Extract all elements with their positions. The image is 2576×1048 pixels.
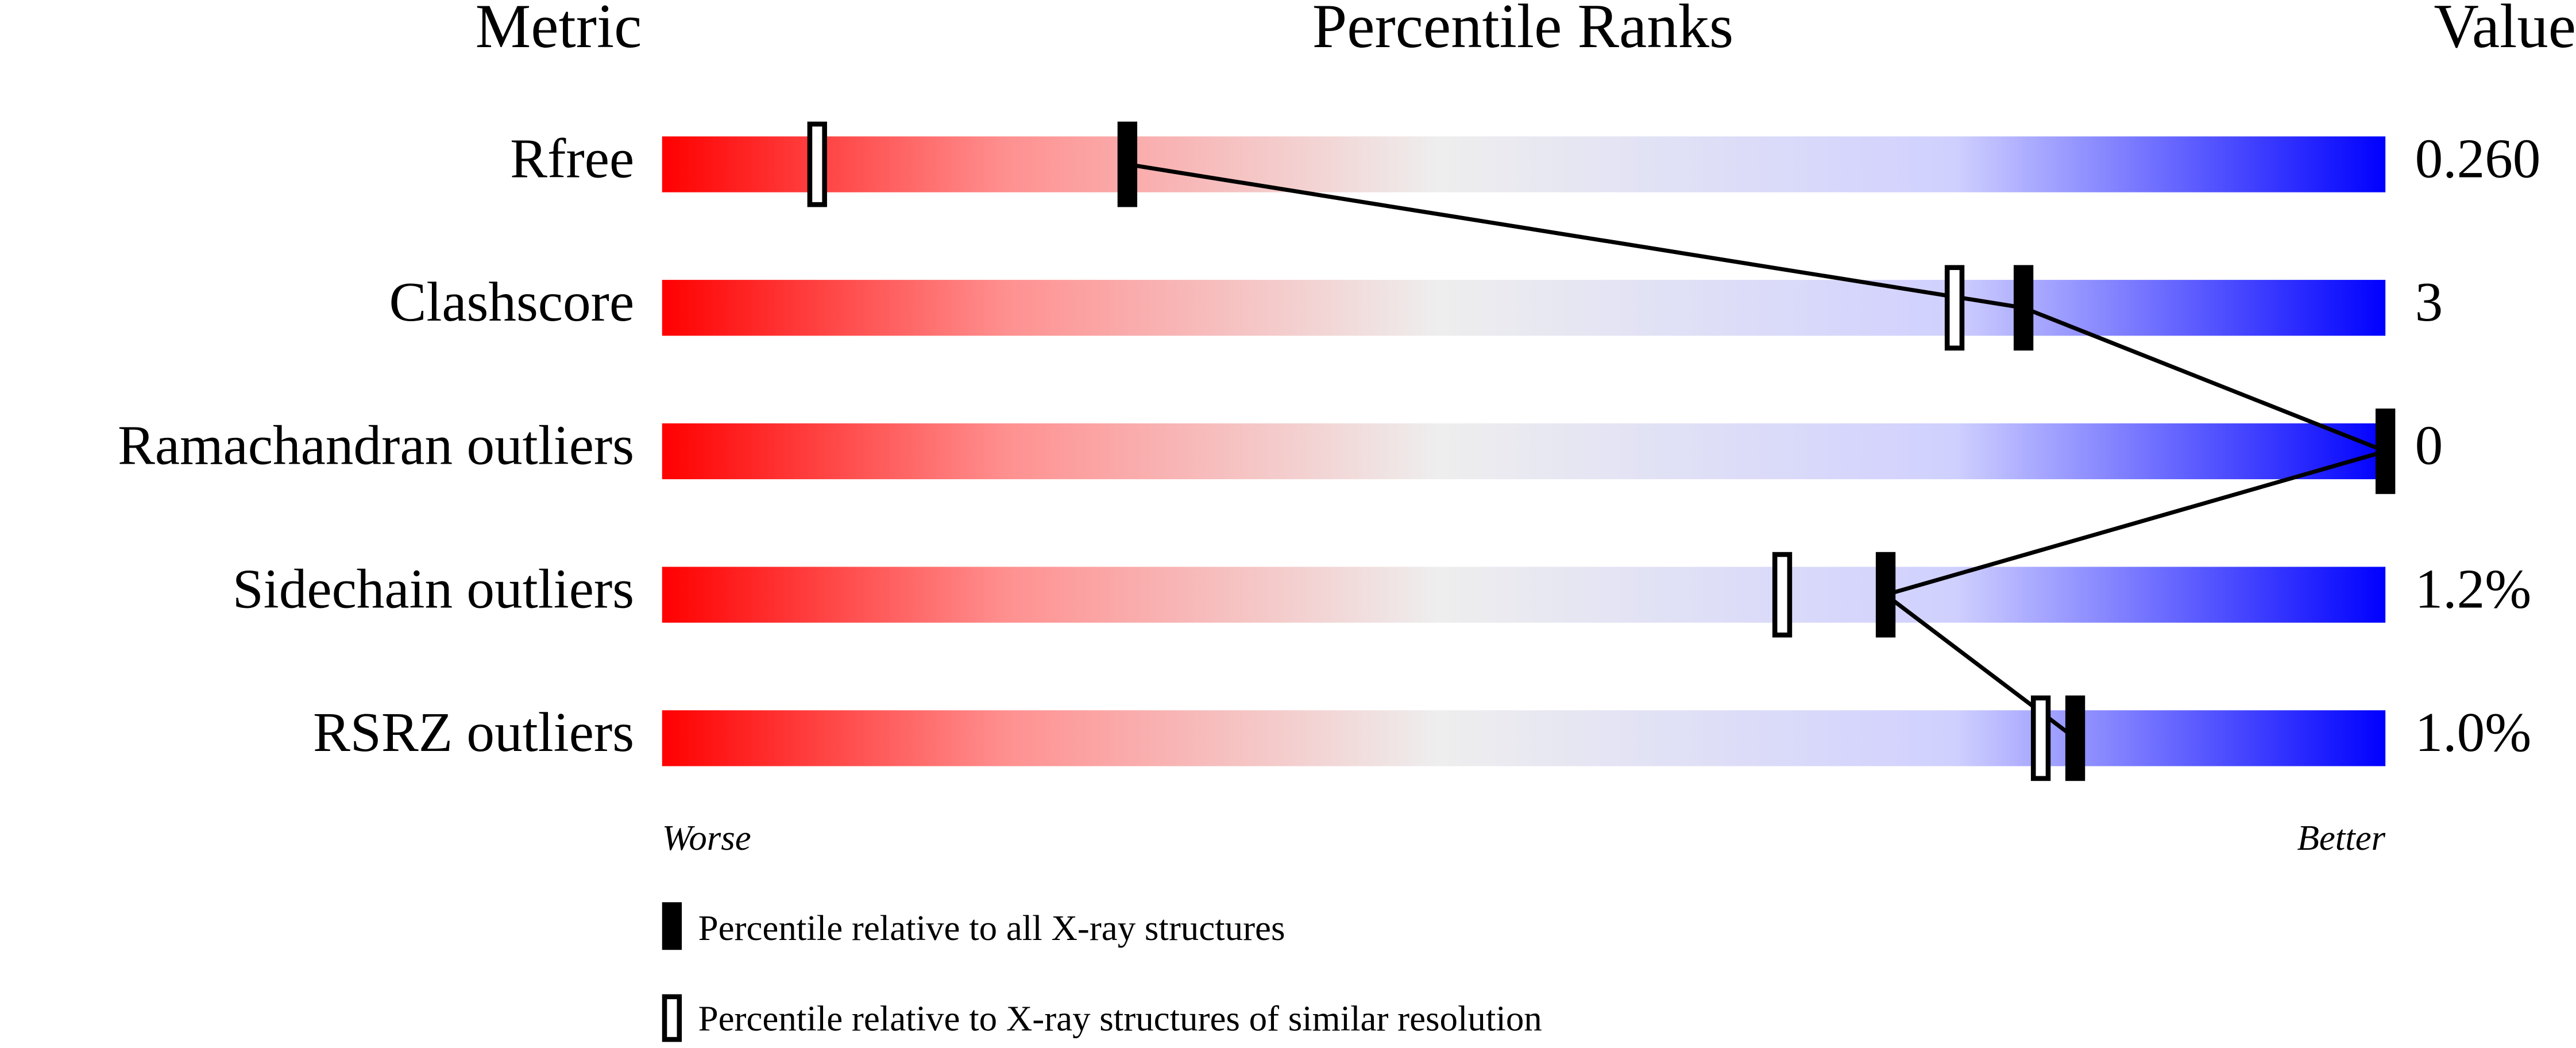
gradient-bar: [662, 280, 2386, 336]
legend-filled: [662, 902, 682, 950]
high-label: Better: [2297, 818, 2385, 858]
header-ranks: Percentile Ranks: [1312, 0, 1733, 61]
similar-marker: [1944, 265, 1965, 351]
gradient-bar: [662, 710, 2386, 766]
legend-text: Percentile relative to X-ray structures …: [698, 999, 1542, 1039]
gradient-bar: [662, 136, 2386, 192]
value-label: 1.2%: [2415, 558, 2532, 620]
similar-marker: [2030, 695, 2051, 781]
value-label: 0.260: [2415, 128, 2541, 190]
similar-marker: [807, 121, 827, 207]
gradient-bar: [662, 423, 2386, 480]
all-marker: [2376, 409, 2396, 494]
all-marker: [2065, 695, 2085, 781]
low-label: Worse: [662, 818, 751, 858]
metric-label: RSRZ outliers: [313, 702, 634, 764]
header-value: Value: [2434, 0, 2575, 61]
value-label: 0: [2415, 415, 2443, 477]
metric-label: Clashscore: [389, 271, 634, 333]
all-marker: [2013, 265, 2034, 351]
legend-text: Percentile relative to all X-ray structu…: [698, 908, 1285, 948]
value-label: 3: [2415, 271, 2443, 333]
header-metric: Metric: [476, 0, 642, 61]
value-label: 1.0%: [2415, 702, 2532, 764]
legend-open: [662, 994, 682, 1042]
all-marker: [1875, 552, 1896, 638]
metric-label: Rfree: [510, 128, 634, 190]
similar-marker: [1772, 552, 1793, 638]
all-marker: [1117, 121, 1138, 207]
metric-label: Sidechain outliers: [233, 558, 634, 620]
gradient-bar: [662, 567, 2386, 623]
metric-label: Ramachandran outliers: [118, 415, 634, 477]
